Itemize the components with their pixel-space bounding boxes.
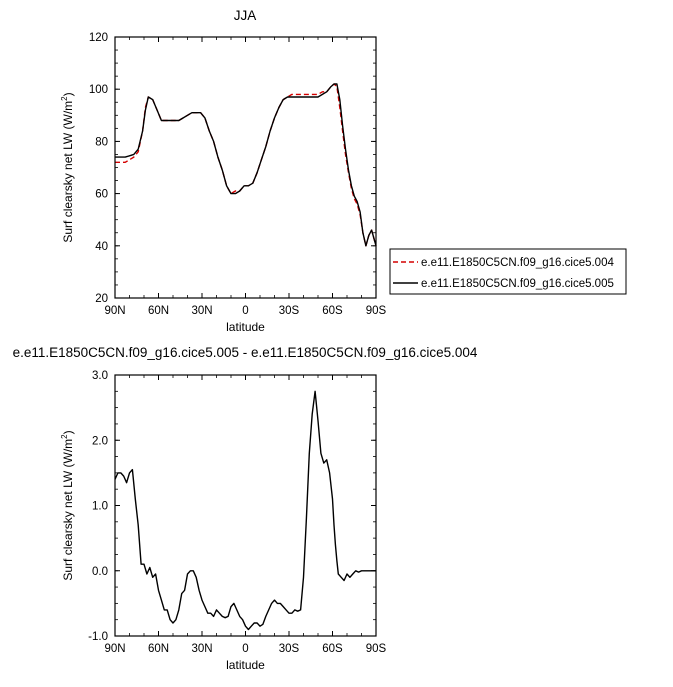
y-axis-title-main: Surf clearsky net LW (W/m [61,101,75,243]
y-axis-title-sup: 2 [60,96,69,101]
x-tick-label: 60N [148,305,169,317]
y-tick-label: 20 [95,293,108,305]
legend-box [389,248,627,295]
x-tick-label: 60S [322,305,343,317]
y-tick-label: 100 [89,84,108,96]
y-axis-title: Surf clearsky net LW (W/m2) [60,430,75,580]
x-tick-label: 0 [242,305,248,317]
chart-title: e.e11.E1850C5CN.f09_g16.cice5.005 - e.e1… [13,345,478,360]
legend-label-2: e.e11.E1850C5CN.f09_g16.cice5.005 [421,278,614,290]
legend: e.e11.E1850C5CN.f09_g16.cice5.004 e.e11.E… [389,248,627,295]
y-tick-label: 40 [95,241,108,253]
x-tick-label: 30N [191,643,212,655]
plot-frame [114,374,377,637]
y-tick-label: 1.0 [92,501,108,513]
y-tick-label: 3.0 [92,370,108,382]
x-tick-label: 30N [191,305,212,317]
y-tick-label: 120 [89,32,108,44]
y-tick-label: 0.0 [92,566,108,578]
y-axis-title: Surf clearsky net LW (W/m2) [60,92,75,242]
series-line-2 [115,83,377,247]
x-tick-label: 90N [104,305,125,317]
y-tick-label: 2.0 [92,435,108,447]
chart-1: JJA 20 40 60 80 100 120 90N 60N 30N 0 30S 60S 90S lati… [60,8,627,334]
legend-label-1: e.e11.E1850C5CN.f09_g16.cice5.004 [421,257,614,269]
x-tick-label: 60S [322,643,343,655]
x-tick-label: 90N [104,643,125,655]
x-tick-label: 90S [366,305,387,317]
y-axis-title-close: ) [61,430,75,434]
chart-2: e.e11.E1850C5CN.f09_g16.cice5.005 - e.e1… [13,345,478,672]
x-axis-title: latitude [226,320,265,334]
x-tick-label: 90S [366,643,387,655]
chart-title: JJA [234,8,257,23]
y-axis-title-close: ) [61,92,75,96]
x-tick-label: 30S [279,305,300,317]
y-tick-label: -1.0 [88,631,108,643]
y-axis-title-sup: 2 [60,434,69,439]
series-line-1 [115,83,377,247]
plot-frame [114,36,377,299]
x-tick-label: 30S [279,643,300,655]
x-tick-label: 60N [148,643,169,655]
y-axis-title-main: Surf clearsky net LW (W/m [61,439,75,581]
y-tick-label: 80 [95,136,108,148]
x-tick-label: 0 [242,643,248,655]
x-axis-title: latitude [226,658,265,672]
y-tick-label: 60 [95,189,108,201]
series-line-1 [114,390,376,631]
